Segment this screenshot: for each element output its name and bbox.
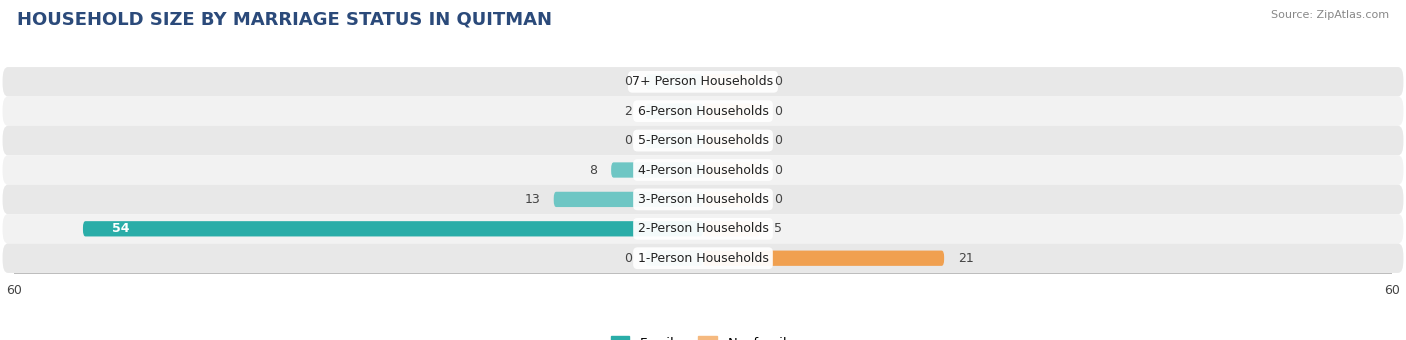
FancyBboxPatch shape: [703, 163, 761, 177]
FancyBboxPatch shape: [703, 133, 761, 148]
Text: 0: 0: [624, 75, 631, 88]
FancyBboxPatch shape: [645, 74, 703, 89]
FancyBboxPatch shape: [612, 163, 703, 177]
FancyBboxPatch shape: [3, 155, 1403, 185]
Text: 3-Person Households: 3-Person Households: [637, 193, 769, 206]
Text: 7+ Person Households: 7+ Person Households: [633, 75, 773, 88]
Text: 5-Person Households: 5-Person Households: [637, 134, 769, 147]
FancyBboxPatch shape: [645, 251, 703, 266]
FancyBboxPatch shape: [703, 74, 761, 89]
FancyBboxPatch shape: [703, 221, 761, 236]
Text: Source: ZipAtlas.com: Source: ZipAtlas.com: [1271, 10, 1389, 20]
Text: 0: 0: [775, 134, 782, 147]
Text: 0: 0: [775, 75, 782, 88]
Text: 8: 8: [589, 164, 598, 176]
Text: 2-Person Households: 2-Person Households: [637, 222, 769, 235]
Text: 21: 21: [957, 252, 974, 265]
Text: 0: 0: [775, 193, 782, 206]
FancyBboxPatch shape: [703, 192, 761, 207]
FancyBboxPatch shape: [703, 104, 761, 119]
Text: 13: 13: [524, 193, 540, 206]
Text: 0: 0: [775, 164, 782, 176]
FancyBboxPatch shape: [645, 133, 703, 148]
FancyBboxPatch shape: [83, 221, 703, 236]
Legend: Family, Nonfamily: Family, Nonfamily: [606, 331, 800, 340]
FancyBboxPatch shape: [554, 192, 703, 207]
FancyBboxPatch shape: [3, 214, 1403, 243]
Text: 0: 0: [624, 134, 631, 147]
FancyBboxPatch shape: [3, 126, 1403, 155]
FancyBboxPatch shape: [3, 185, 1403, 214]
Text: HOUSEHOLD SIZE BY MARRIAGE STATUS IN QUITMAN: HOUSEHOLD SIZE BY MARRIAGE STATUS IN QUI…: [17, 10, 553, 28]
FancyBboxPatch shape: [703, 251, 945, 266]
Text: 4-Person Households: 4-Person Households: [637, 164, 769, 176]
Text: 0: 0: [624, 252, 631, 265]
Text: 54: 54: [111, 222, 129, 235]
Text: 0: 0: [775, 105, 782, 118]
FancyBboxPatch shape: [3, 67, 1403, 97]
Text: 6-Person Households: 6-Person Households: [637, 105, 769, 118]
FancyBboxPatch shape: [645, 104, 703, 119]
Text: 5: 5: [775, 222, 782, 235]
FancyBboxPatch shape: [3, 243, 1403, 273]
Text: 1-Person Households: 1-Person Households: [637, 252, 769, 265]
FancyBboxPatch shape: [3, 97, 1403, 126]
Text: 2: 2: [624, 105, 631, 118]
